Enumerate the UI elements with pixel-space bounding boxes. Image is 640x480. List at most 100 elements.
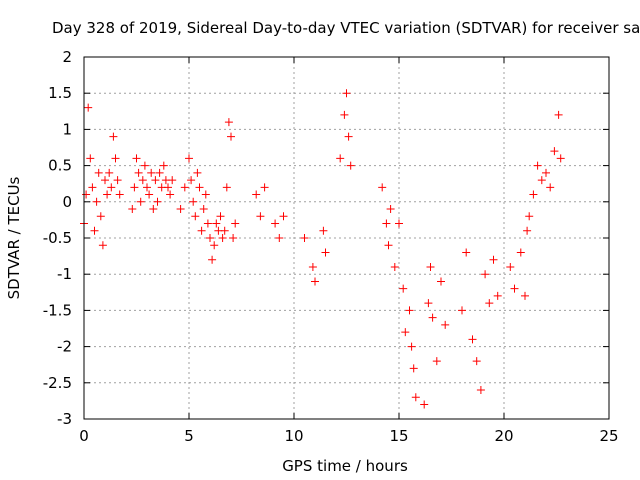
data-point [180, 183, 189, 192]
data-point [212, 219, 221, 228]
data-point [176, 205, 185, 214]
data-point [193, 168, 202, 177]
data-point [321, 248, 330, 257]
data-point [407, 342, 416, 351]
data-point [227, 132, 235, 141]
data-point [82, 190, 91, 199]
data-point [506, 262, 515, 271]
data-point [140, 161, 149, 170]
data-point [311, 277, 319, 286]
data-point [145, 190, 154, 199]
data-point [185, 154, 193, 163]
data-point [256, 212, 265, 221]
data-point [195, 183, 204, 192]
y-tick-label: 0 [62, 193, 72, 211]
data-point [472, 357, 481, 366]
data-point [103, 190, 112, 199]
data-point [189, 197, 198, 206]
data-point [382, 219, 391, 228]
data-point [147, 168, 156, 177]
y-tick-label: -1 [57, 265, 72, 283]
data-point [191, 212, 200, 221]
data-point [86, 154, 95, 163]
data-point [516, 248, 525, 257]
y-tick-label: 2 [62, 48, 72, 66]
x-axis-label: GPS time / hours [282, 457, 408, 475]
data-point [92, 197, 101, 206]
data-point [130, 183, 139, 192]
data-point [395, 219, 403, 228]
data-point [426, 262, 435, 271]
y-tick-label: -1.5 [43, 301, 72, 319]
data-point [197, 226, 206, 235]
data-point [441, 320, 450, 329]
y-tick-label: -3 [57, 410, 72, 428]
data-point [533, 161, 542, 170]
data-point [109, 132, 118, 141]
data-point [542, 168, 550, 177]
data-point [546, 183, 555, 192]
data-point [260, 183, 269, 192]
data-point [420, 400, 429, 409]
data-point [151, 176, 160, 185]
data-point [216, 212, 225, 221]
data-point [275, 234, 284, 242]
data-point [134, 168, 143, 177]
data-point [159, 161, 168, 170]
data-point [279, 212, 288, 221]
data-point [510, 284, 519, 293]
data-point [136, 197, 145, 206]
data-point [319, 226, 328, 235]
data-point [111, 154, 120, 163]
data-point [143, 183, 151, 192]
data-point [153, 197, 162, 206]
data-point [481, 270, 490, 279]
x-tick-label: 10 [284, 427, 303, 445]
data-point [386, 205, 395, 214]
data-points [80, 89, 565, 409]
x-tick-label: 0 [79, 427, 89, 445]
data-point [199, 205, 208, 214]
axis-ticks: 0 5 10 15 20 25 2 1.5 1 0.5 0 -0.5 -1 -1.5 -2 -2.5 -3 [43, 48, 619, 445]
y-tick-label: 0.5 [48, 157, 72, 175]
data-point [424, 299, 433, 308]
data-point [98, 241, 107, 250]
data-point [132, 154, 141, 163]
data-point [378, 183, 387, 192]
x-tick-label: 25 [599, 427, 618, 445]
data-point [458, 306, 466, 315]
y-axis-label: SDTVAR / TECUs [5, 176, 23, 299]
data-point [88, 183, 97, 192]
data-point [218, 234, 227, 242]
data-point [113, 176, 122, 185]
data-point [300, 234, 309, 242]
data-point [229, 234, 238, 242]
x-tick-label: 5 [184, 427, 194, 445]
data-point [437, 277, 445, 286]
data-point [206, 234, 214, 242]
data-point [308, 262, 317, 271]
data-point [101, 176, 109, 185]
data-point [537, 176, 546, 185]
data-point [428, 313, 437, 322]
data-point [384, 241, 393, 250]
x-tick-label: 20 [494, 427, 513, 445]
data-point [231, 219, 240, 228]
data-point [405, 306, 414, 315]
data-point [168, 176, 177, 185]
data-point [485, 299, 494, 308]
data-point [336, 154, 345, 163]
data-point [468, 335, 477, 344]
data-point [210, 241, 219, 250]
data-point [462, 248, 471, 257]
data-point [390, 262, 399, 271]
data-point [411, 393, 420, 402]
data-point [525, 212, 534, 221]
data-point [432, 357, 441, 366]
data-point [489, 255, 498, 264]
data-point [138, 176, 147, 185]
data-point [523, 226, 532, 235]
data-point [222, 183, 231, 192]
y-tick-label: 1.5 [48, 84, 72, 102]
data-point [84, 103, 93, 112]
